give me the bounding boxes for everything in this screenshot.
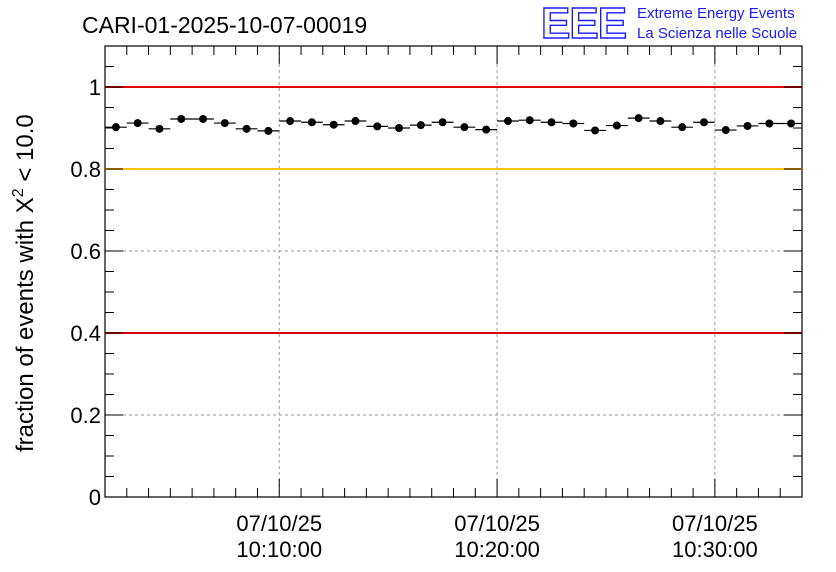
y-tick-label: 0 (89, 485, 101, 510)
data-point (199, 114, 208, 123)
x-tick-date-label: 07/10/25 (672, 511, 758, 536)
data-point (569, 119, 578, 128)
data-point (351, 117, 360, 126)
data-point (438, 118, 447, 127)
y-tick-label: 0.8 (70, 157, 101, 182)
y-axis-label-suffix: < 10.0 (12, 114, 39, 188)
data-point (656, 117, 665, 126)
data-point (591, 126, 600, 135)
axis-ticks (104, 45, 803, 498)
logo-line-1: Extreme Energy Events (637, 5, 795, 22)
y-tick-label: 1 (89, 75, 101, 100)
data-point (612, 121, 621, 130)
x-tick-time-label: 10:10:00 (236, 537, 322, 562)
data-point (133, 119, 142, 128)
data-point (329, 120, 338, 129)
data-points (105, 114, 802, 135)
data-point (787, 119, 796, 128)
grid-layer (105, 46, 802, 497)
data-point (155, 124, 164, 133)
data-point (395, 124, 404, 132)
x-tick-date-label: 07/10/25 (454, 511, 540, 536)
data-point (220, 119, 229, 128)
chart-title: CARI-01-2025-10-07-00019 (82, 12, 367, 38)
data-point (307, 118, 316, 127)
x-tick-time-label: 10:20:00 (454, 537, 540, 562)
plot-frame (104, 45, 803, 498)
y-tick-label: 0.6 (70, 239, 101, 264)
data-point (547, 118, 556, 127)
data-point (634, 114, 643, 123)
data-point (111, 123, 120, 132)
data-point (525, 116, 534, 125)
eee-logo: EEE (541, 0, 626, 48)
data-point (678, 123, 687, 132)
y-axis-label-superscript: 2 (10, 188, 27, 197)
data-point (721, 126, 730, 135)
data-point (765, 119, 774, 128)
y-tick-label: 0.4 (70, 321, 101, 346)
data-point (482, 125, 491, 134)
y-tick-labels: 0 0.2 0.4 0.6 0.8 1 (70, 75, 101, 510)
logo-line-2: La Scienza nelle Scuole (637, 25, 797, 42)
reference-lines (105, 86, 802, 334)
data-point (416, 121, 425, 130)
data-point (503, 117, 512, 126)
data-point (264, 126, 273, 135)
y-axis-label: fraction of events with X2 < 10.0 (10, 114, 39, 452)
x-tick-date-label: 07/10/25 (236, 511, 322, 536)
data-point (460, 123, 469, 132)
data-point (373, 122, 382, 131)
y-tick-label: 0.2 (70, 403, 101, 428)
x-tick-labels: 07/10/2510:10:0007/10/2510:20:0007/10/25… (236, 511, 757, 562)
x-tick-time-label: 10:30:00 (672, 537, 758, 562)
data-point (699, 118, 708, 127)
data-point (242, 124, 251, 133)
data-point (286, 117, 295, 126)
data-point (177, 114, 186, 123)
data-point (743, 121, 752, 130)
y-axis-label-main: fraction of events with X (12, 197, 39, 452)
